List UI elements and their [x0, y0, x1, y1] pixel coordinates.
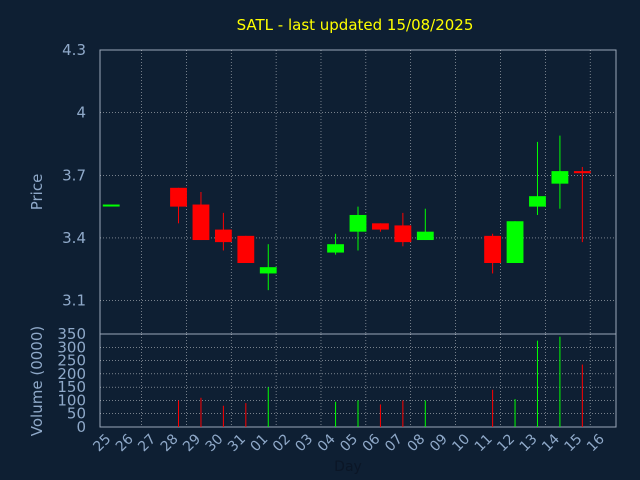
x-tick-label: 25: [90, 431, 114, 455]
volume-axis-label: Volume (0000): [28, 326, 46, 436]
x-tick-label: 31: [225, 431, 249, 455]
x-tick-label: 28: [158, 431, 182, 455]
candle-body: [237, 235, 255, 263]
candle-body: [573, 171, 591, 174]
x-tick-label: 01: [247, 431, 271, 455]
x-tick-label: 04: [315, 431, 339, 455]
x-tick-label: 16: [584, 431, 608, 455]
price-tick-label: 3.7: [62, 166, 86, 184]
x-tick-label: 03: [292, 431, 316, 455]
x-tick-label: 14: [539, 431, 563, 455]
x-tick-label: 09: [427, 431, 451, 455]
volume-tick-label: 100: [57, 391, 86, 409]
volume-tick-label: 150: [57, 378, 86, 396]
volume-tick-label: 300: [57, 338, 86, 356]
price-tick-label: 3.4: [62, 229, 86, 247]
volume-tick-label: 350: [57, 325, 86, 343]
volume-tick-label: 200: [57, 365, 86, 383]
x-tick-label: 29: [180, 431, 204, 455]
candle-body: [394, 225, 412, 243]
chart-title: SATL - last updated 15/08/2025: [237, 16, 474, 34]
x-tick-label: 15: [562, 431, 586, 455]
candle-body: [349, 214, 367, 232]
x-tick-label: 12: [494, 431, 518, 455]
x-tick-label: 06: [360, 431, 384, 455]
price-panel: 4.3 4 3.7 3.4 3.1: [62, 41, 617, 335]
x-tick-label: 27: [135, 431, 159, 455]
candle-body: [551, 171, 569, 184]
candle-body: [372, 223, 389, 230]
price-axis-label: Price: [28, 174, 46, 211]
x-tick-label: 02: [270, 431, 294, 455]
candle-body: [327, 244, 344, 253]
x-tick-label: 07: [382, 431, 406, 455]
price-tick-label: 3.1: [62, 292, 86, 310]
price-tick-label: 4.3: [62, 41, 86, 59]
x-tick-label: 11: [472, 431, 496, 455]
x-tick-label: 08: [405, 431, 429, 455]
candle-body: [192, 204, 210, 241]
candle-body: [506, 221, 524, 263]
candle-body: [170, 187, 187, 207]
volume-tick-label: 50: [67, 405, 86, 423]
price-tick-label: 4: [76, 104, 86, 122]
x-tick-labels: 2526272829303101020304050607080910111213…: [90, 431, 608, 455]
candle-body: [529, 196, 546, 207]
x-tick-label: 10: [449, 431, 473, 455]
x-tick-label: 13: [517, 431, 541, 455]
volume-tick-label: 0: [76, 418, 86, 436]
x-tick-label: 26: [113, 431, 137, 455]
volume-tick-label: 250: [57, 352, 86, 370]
candle-body: [484, 235, 502, 263]
candle-body: [416, 231, 434, 241]
x-axis-label: Day: [334, 459, 362, 475]
candle-body: [259, 267, 277, 274]
candle-body: [102, 204, 120, 207]
candle-body: [214, 229, 232, 243]
x-tick-label: 30: [203, 431, 227, 455]
x-tick-label: 05: [337, 431, 361, 455]
